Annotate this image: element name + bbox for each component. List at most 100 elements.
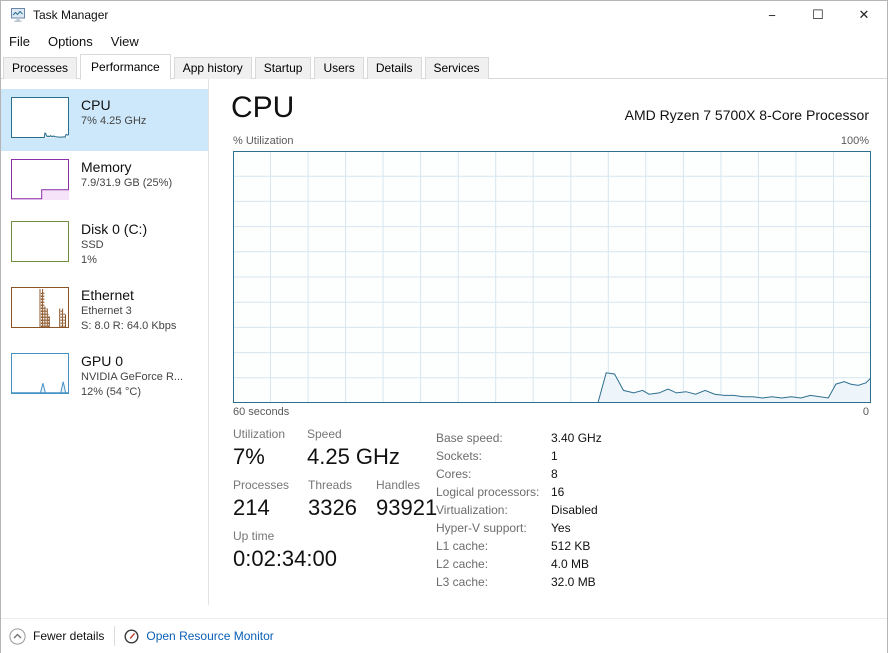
cpu-utilization-chart: [233, 151, 872, 404]
detail-value: 3.40 GHz: [551, 431, 602, 445]
resource-monitor-icon: [124, 628, 139, 644]
menu-view[interactable]: View: [110, 34, 139, 49]
sidebar-item-title: GPU 0: [81, 353, 124, 369]
detail-row: Hyper-V support: Yes: [436, 519, 602, 537]
stat-processes: Processes 214: [233, 478, 308, 521]
stat-label: Threads: [308, 478, 353, 492]
stat-value: 0:02:34:00: [233, 546, 337, 571]
detail-value: 32.0 MB: [551, 575, 596, 589]
detail-row: Base speed: 3.40 GHz: [436, 429, 602, 447]
sidebar-item-subtitle: 1%: [81, 253, 97, 266]
detail-label: Sockets:: [436, 449, 483, 463]
task-manager-app-icon: [11, 8, 25, 22]
detail-row: L3 cache: 32.0 MB: [436, 573, 602, 591]
stat-label: Up time: [233, 529, 275, 543]
detail-value: 8: [551, 467, 558, 481]
detail-label: Cores:: [436, 467, 472, 481]
sidebar-item-disk[interactable]: Disk 0 (C:) SSD 1%: [1, 213, 208, 279]
fewer-details-button[interactable]: Fewer details: [9, 627, 105, 645]
stat-speed: Speed 4.25 GHz: [307, 427, 400, 470]
memory-mini-chart: [11, 159, 69, 200]
tab-strip: Processes Performance App history Startup Us…: [1, 54, 887, 80]
sidebar-item-subtitle: 12% (54 °C): [81, 385, 142, 398]
stat-value: 93921: [376, 495, 438, 520]
sidebar-item-title: Memory: [81, 159, 132, 175]
detail-label: Virtualization:: [436, 503, 508, 517]
stat-up-time: Up time 0:02:34:00: [233, 529, 337, 572]
cpu-mini-chart: [11, 97, 69, 138]
chevron-up-circle-icon: [9, 627, 26, 645]
detail-value: 16: [551, 485, 565, 499]
stat-row-utilization-speed: Utilization 7% Speed 4.25 GHz: [233, 427, 400, 470]
minimize-button[interactable]: −: [768, 7, 776, 23]
page-title: CPU: [231, 91, 295, 124]
detail-row: Virtualization: Disabled: [436, 501, 602, 519]
sidebar-item-title: CPU: [81, 97, 111, 113]
stat-label: Speed: [307, 427, 342, 441]
cpu-details-list: Base speed: 3.40 GHz Sockets: 1 Cores: 8 Logic…: [436, 429, 602, 591]
detail-row: L1 cache: 512 KB: [436, 537, 602, 555]
sidebar-item-cpu[interactable]: CPU 7% 4.25 GHz: [1, 89, 208, 151]
tab-users[interactable]: Users: [314, 57, 364, 79]
detail-value: 512 KB: [551, 539, 591, 553]
tab-app-history[interactable]: App history: [173, 57, 252, 79]
close-button[interactable]: ✕: [858, 7, 870, 22]
tab-services[interactable]: Services: [424, 57, 489, 79]
sidebar-item-ethernet[interactable]: Ethernet Ethernet 3 S: 8.0 R: 64.0 Kbps: [1, 279, 208, 345]
sidebar-item-title: Ethernet: [81, 287, 134, 303]
tab-performance[interactable]: Performance: [80, 54, 171, 80]
stat-row-uptime: Up time 0:02:34:00: [233, 529, 337, 572]
detail-label: Base speed:: [436, 431, 503, 445]
maximize-button[interactable]: ☐: [812, 7, 824, 22]
title-bar: Task Manager − ☐ ✕: [1, 1, 887, 29]
sidebar-item-subtitle: S: 8.0 R: 64.0 Kbps: [81, 319, 177, 332]
performance-sidebar: CPU 7% 4.25 GHz Memory 7.9/31.9 GB (25%) Dis…: [1, 79, 208, 618]
tab-startup[interactable]: Startup: [254, 57, 312, 79]
detail-row: Cores: 8: [436, 465, 602, 483]
menu-bar: File Options View: [1, 29, 887, 54]
sidebar-item-gpu[interactable]: GPU 0 NVIDIA GeForce R... 12% (54 °C): [1, 345, 208, 411]
x-axis-left-label: 60 seconds: [233, 406, 290, 418]
sidebar-divider: [208, 79, 209, 605]
stat-label: Utilization: [233, 427, 286, 441]
y-axis-max-label: 100%: [840, 135, 869, 147]
menu-file[interactable]: File: [9, 34, 30, 49]
detail-row: Logical processors: 16: [436, 483, 602, 501]
detail-label: L3 cache:: [436, 575, 489, 589]
tabs: Processes Performance App history Startup Us…: [3, 54, 492, 80]
fewer-details-label: Fewer details: [33, 629, 105, 643]
detail-value: 1: [551, 449, 558, 463]
sidebar-item-subtitle: Ethernet 3: [81, 305, 132, 318]
footer-bar: Fewer details Open Resource Monitor: [1, 619, 887, 653]
disk-mini-chart: [11, 221, 69, 262]
ethernet-mini-chart: [11, 287, 69, 328]
processor-name: AMD Ryzen 7 5700X 8-Core Processor: [624, 107, 869, 123]
detail-value: Yes: [551, 521, 571, 535]
sidebar-item-memory[interactable]: Memory 7.9/31.9 GB (25%): [1, 151, 208, 213]
gpu-mini-chart: [11, 353, 69, 394]
stat-utilization: Utilization 7%: [233, 427, 307, 470]
sidebar-item-subtitle: 7.9/31.9 GB (25%): [81, 177, 173, 190]
detail-row: Sockets: 1: [436, 447, 602, 465]
stat-label: Handles: [376, 478, 421, 492]
detail-label: L2 cache:: [436, 557, 489, 571]
stat-handles: Handles 93921: [376, 478, 437, 521]
menu-options[interactable]: Options: [47, 34, 93, 49]
stat-label: Processes: [233, 478, 290, 492]
x-axis-right-label: 0: [862, 406, 869, 418]
stat-value: 4.25 GHz: [307, 444, 400, 469]
stat-value: 7%: [233, 444, 265, 469]
stat-threads: Threads 3326: [308, 478, 376, 521]
stat-value: 3326: [308, 495, 357, 520]
footer-divider: [114, 626, 116, 646]
footer-separator: [1, 618, 887, 619]
tab-processes[interactable]: Processes: [3, 57, 78, 79]
sidebar-item-subtitle: 7% 4.25 GHz: [81, 115, 147, 128]
open-resource-monitor-link[interactable]: Open Resource Monitor: [124, 628, 274, 644]
detail-row: L2 cache: 4.0 MB: [436, 555, 602, 573]
stat-row-processes-threads-handles: Processes 214 Threads 3326 Handles 93921: [233, 478, 437, 521]
detail-label: L1 cache:: [436, 539, 489, 553]
tab-details[interactable]: Details: [366, 57, 422, 79]
detail-label: Hyper-V support:: [436, 521, 527, 535]
